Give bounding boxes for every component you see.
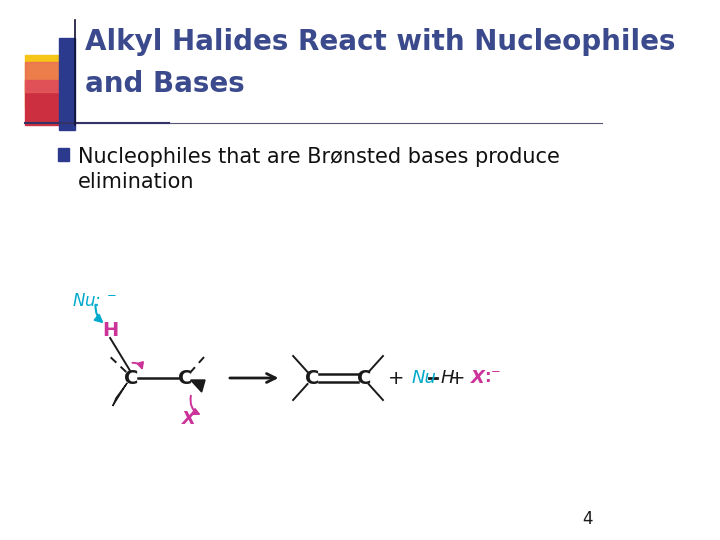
FancyArrowPatch shape [132,362,143,368]
Text: C: C [305,368,319,388]
Text: Alkyl Halides React with Nucleophiles: Alkyl Halides React with Nucleophiles [85,28,675,56]
Bar [59,38,75,130]
FancyArrowPatch shape [191,396,199,414]
Text: +: + [388,368,405,388]
Text: H: H [441,369,454,387]
Text: C: C [124,368,138,388]
Text: X: X [182,410,196,428]
Text: Nu: $^{-}$: Nu: $^{-}$ [72,292,117,310]
Text: Nu: Nu [412,369,436,387]
Polygon shape [191,380,205,392]
Text: C: C [357,368,372,388]
Text: H: H [102,321,118,340]
Text: Nucleophiles that are Brønsted bases produce: Nucleophiles that are Brønsted bases pro… [78,147,560,167]
Text: elimination: elimination [78,172,194,192]
Text: and Bases: and Bases [85,70,245,98]
Text: :$^{-}$: :$^{-}$ [484,369,501,387]
Bar [25,55,69,107]
Bar [25,62,69,92]
Text: X: X [471,369,485,387]
Text: C: C [178,368,192,388]
Bar [58,148,68,161]
Polygon shape [113,383,127,406]
Text: +: + [449,368,466,388]
FancyArrowPatch shape [95,305,102,322]
Text: 4: 4 [582,510,593,528]
Bar [25,80,69,125]
